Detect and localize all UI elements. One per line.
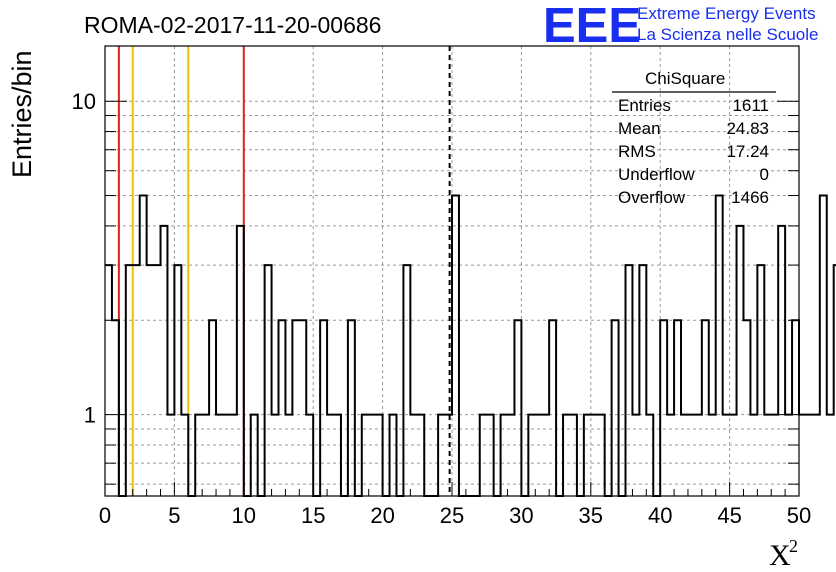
histogram-outline (105, 194, 836, 497)
stats-row-value: 1611 (732, 96, 769, 115)
eee-logo: EEE Extreme Energy Events La Scienza nel… (543, 0, 818, 53)
x-tick-label: 50 (787, 503, 811, 528)
x-axis-label: X (769, 539, 791, 572)
stats-title: ChiSquare (645, 69, 725, 88)
stats-row-value: 24.83 (726, 119, 769, 138)
x-tick-label: 40 (648, 503, 672, 528)
axis-ticks: 0 5 10 15 20 25 30 35 40 45 50 1 10 (72, 89, 812, 528)
stats-row-value: 1466 (731, 188, 769, 207)
y-tick-label: 1 (84, 403, 96, 428)
stats-row-value: 0 (760, 165, 769, 184)
y-tick-label: 10 (72, 89, 96, 114)
x-tick-label: 25 (440, 503, 464, 528)
stats-row-value: 17.24 (726, 142, 769, 161)
y-axis-label: Entries/bin (7, 50, 37, 178)
logo-line-2: La Scienza nelle Scuole (637, 25, 818, 44)
stats-row-label: Mean (618, 119, 661, 138)
histogram-bins (105, 194, 836, 497)
logo-mark: EEE (543, 0, 641, 53)
x-tick-label: 0 (99, 503, 111, 528)
stats-row-label: Entries (618, 96, 671, 115)
stats-box: ChiSquare Entries 1611 Mean 24.83 RMS 17.24 Un… (612, 69, 776, 207)
x-axis-label-superscript: 2 (789, 536, 798, 556)
chart-title: ROMA-02-2017-11-20-00686 (84, 12, 381, 38)
x-tick-label: 10 (232, 503, 256, 528)
x-tick-label: 20 (370, 503, 394, 528)
x-tick-label: 15 (301, 503, 325, 528)
x-tick-label: 35 (579, 503, 603, 528)
stats-row-label: Overflow (618, 188, 686, 207)
logo-line-1: Extreme Energy Events (637, 4, 816, 23)
x-tick-label: 45 (717, 503, 741, 528)
x-tick-label: 30 (509, 503, 533, 528)
stats-row-label: Underflow (618, 165, 695, 184)
x-tick-label: 5 (168, 503, 180, 528)
stats-row-label: RMS (618, 142, 656, 161)
